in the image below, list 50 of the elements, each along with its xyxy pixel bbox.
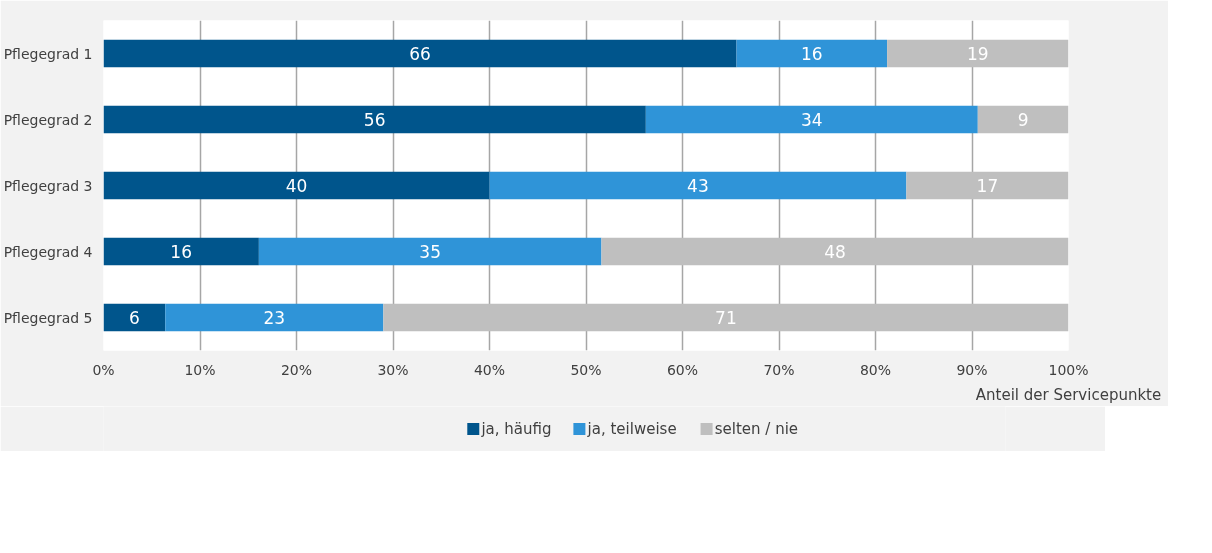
data-label: 17 <box>976 176 999 196</box>
bar <box>601 237 1069 266</box>
data-label: 35 <box>419 242 441 262</box>
data-label: 34 <box>800 110 823 130</box>
data-label: 9 <box>1017 110 1029 130</box>
data-label: 6 <box>128 308 140 328</box>
bar <box>383 303 1069 332</box>
x-tick-label: 90% <box>956 361 988 378</box>
bar <box>103 105 646 134</box>
bar <box>103 39 737 68</box>
data-label: 23 <box>263 308 286 328</box>
x-tick-label: 70% <box>763 361 795 378</box>
legend-label: ja, teilweise <box>586 420 677 438</box>
data-label: 40 <box>285 176 308 196</box>
x-tick-label: 50% <box>570 361 602 378</box>
data-label: 66 <box>409 44 431 64</box>
bar <box>103 303 166 332</box>
x-tick-label: 40% <box>473 361 506 378</box>
legend-label: selten / nie <box>714 420 799 438</box>
x-axis-title: Anteil der Servicepunkte <box>975 385 1162 404</box>
x-tick-label: 10% <box>184 361 216 378</box>
legend-label: ja, häufig <box>480 420 552 438</box>
x-tick-label: 30% <box>377 361 409 378</box>
y-tick-label: Pflegegrad 5 <box>3 309 93 326</box>
bar <box>887 39 1069 68</box>
data-label: 56 <box>363 110 386 130</box>
bar <box>906 171 1069 200</box>
bar <box>103 237 259 266</box>
bar <box>736 39 888 68</box>
x-tick-label: 0% <box>92 361 115 378</box>
data-label: 43 <box>687 176 709 196</box>
x-tick-label: 100% <box>1048 361 1089 378</box>
x-tick-label: 80% <box>859 361 892 378</box>
y-tick-label: Pflegegrad 3 <box>3 177 93 194</box>
y-tick-label: Pflegegrad 1 <box>3 45 93 62</box>
bar <box>103 171 490 200</box>
data-label: 48 <box>824 242 846 262</box>
data-label: 19 <box>966 44 989 64</box>
data-label: 71 <box>715 308 737 328</box>
x-tick-label: 60% <box>666 361 699 378</box>
bar <box>977 105 1069 134</box>
bar <box>258 237 602 266</box>
data-label: 16 <box>170 242 193 262</box>
bar <box>645 105 978 134</box>
bar <box>165 303 384 332</box>
y-tick-label: Pflegegrad 2 <box>3 111 93 128</box>
y-tick-label: Pflegegrad 4 <box>3 243 93 260</box>
bar <box>489 171 907 200</box>
x-tick-label: 20% <box>280 361 313 378</box>
data-label: 16 <box>800 44 823 64</box>
